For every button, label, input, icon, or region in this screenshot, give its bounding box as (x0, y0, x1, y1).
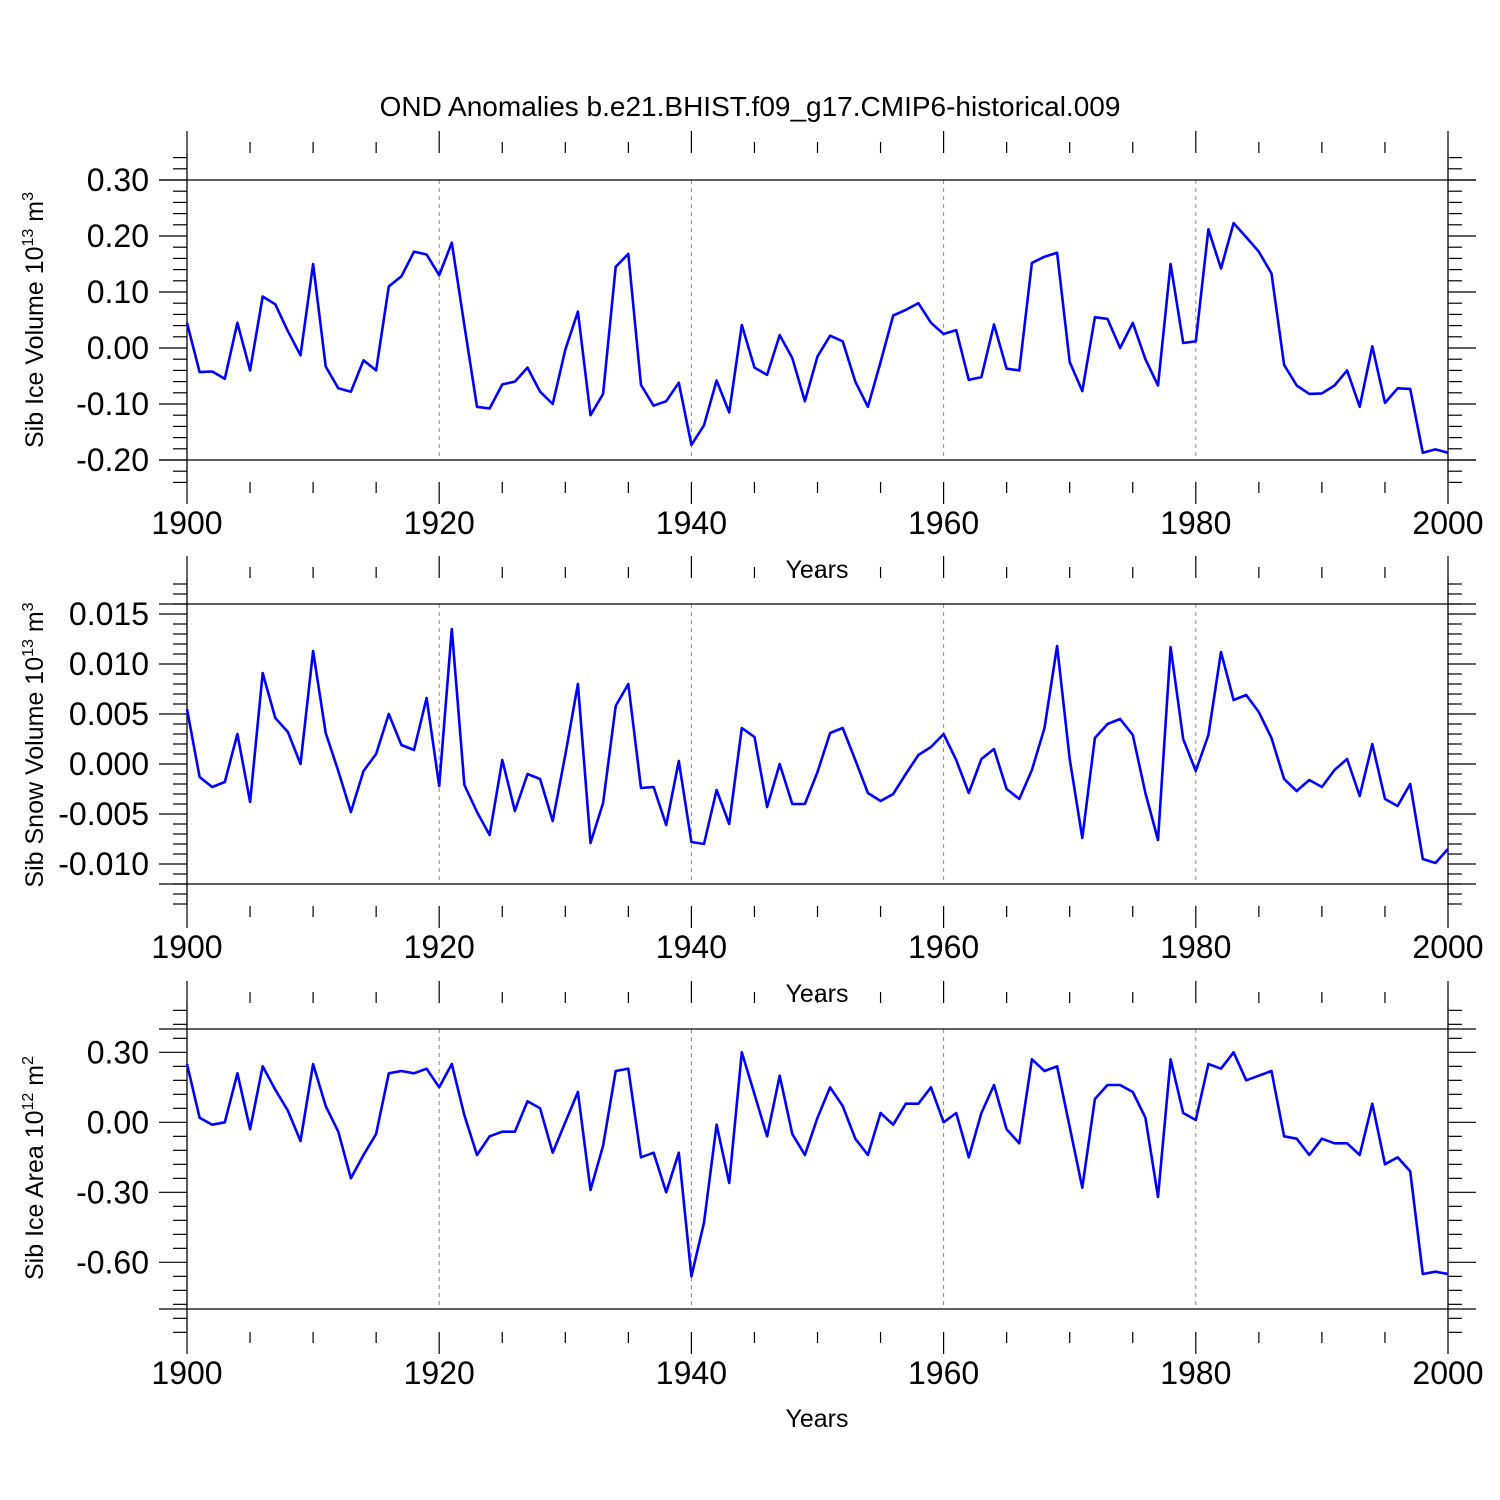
y-tick-label: 0.00 (87, 330, 149, 366)
x-tick-label: 1960 (908, 1355, 979, 1391)
y-tick-label: 0.010 (69, 646, 149, 682)
panel-ice-volume: Sib Ice Volume 1013 m3 Years 1900 1920 194… (20, 131, 1484, 584)
y-tick-label: -0.10 (76, 386, 149, 422)
x-tick-label: 1900 (151, 505, 222, 541)
y-tick-label: 0.30 (87, 162, 149, 198)
x-tick-label: 1900 (151, 1355, 222, 1391)
y-tick-label: 0.015 (69, 596, 149, 632)
y-axis-label: Sib Snow Volume 1013 m3 (20, 602, 49, 887)
x-tick-label: 1960 (908, 929, 979, 965)
x-tick-label: 1940 (656, 505, 727, 541)
panel-ice-area: Sib Ice Area 1012 m2 Years 1900 1920 1940 1… (20, 981, 1484, 1433)
x-tick-label: 1960 (908, 505, 979, 541)
x-tick-label: 2000 (1412, 1355, 1483, 1391)
y-tick-label: 0.20 (87, 218, 149, 254)
x-tick-label: 1920 (404, 505, 475, 541)
series-line (185, 1051, 1449, 1278)
y-axis-label: Sib Ice Area 1012 m2 (20, 1056, 49, 1280)
x-tick-label: 1980 (1160, 929, 1231, 965)
y-tick-label: -0.20 (76, 442, 149, 478)
x-tick-label: 1940 (656, 1355, 727, 1391)
y-tick-label: -0.010 (58, 846, 149, 882)
x-tick-label: 1920 (404, 929, 475, 965)
x-tick-label: 1920 (404, 1355, 475, 1391)
panel-snow-volume: Sib Snow Volume 1013 m3 Years 1900 1920 19… (20, 556, 1484, 1008)
x-tick-label: 1940 (656, 929, 727, 965)
x-tick-label: 1900 (151, 929, 222, 965)
series-line (185, 221, 1449, 455)
x-tick-label: 2000 (1412, 505, 1483, 541)
y-tick-label: 0.000 (69, 746, 149, 782)
series-line (185, 627, 1449, 865)
chart-title: OND Anomalies b.e21.BHIST.f09_g17.CMIP6-… (380, 91, 1121, 122)
y-tick-label: -0.60 (76, 1244, 149, 1280)
y-tick-label: 0.30 (87, 1034, 149, 1070)
x-tick-label: 2000 (1412, 929, 1483, 965)
x-tick-label: 1980 (1160, 1355, 1231, 1391)
y-tick-label: 0.10 (87, 274, 149, 310)
x-tick-label: 1980 (1160, 505, 1231, 541)
y-tick-label: -0.005 (58, 796, 149, 832)
y-tick-label: 0.005 (69, 696, 149, 732)
y-tick-label: -0.30 (76, 1174, 149, 1210)
x-axis-label: Years (785, 1405, 848, 1433)
y-axis-label: Sib Ice Volume 1013 m3 (20, 192, 49, 448)
y-tick-label: 0.00 (87, 1104, 149, 1140)
